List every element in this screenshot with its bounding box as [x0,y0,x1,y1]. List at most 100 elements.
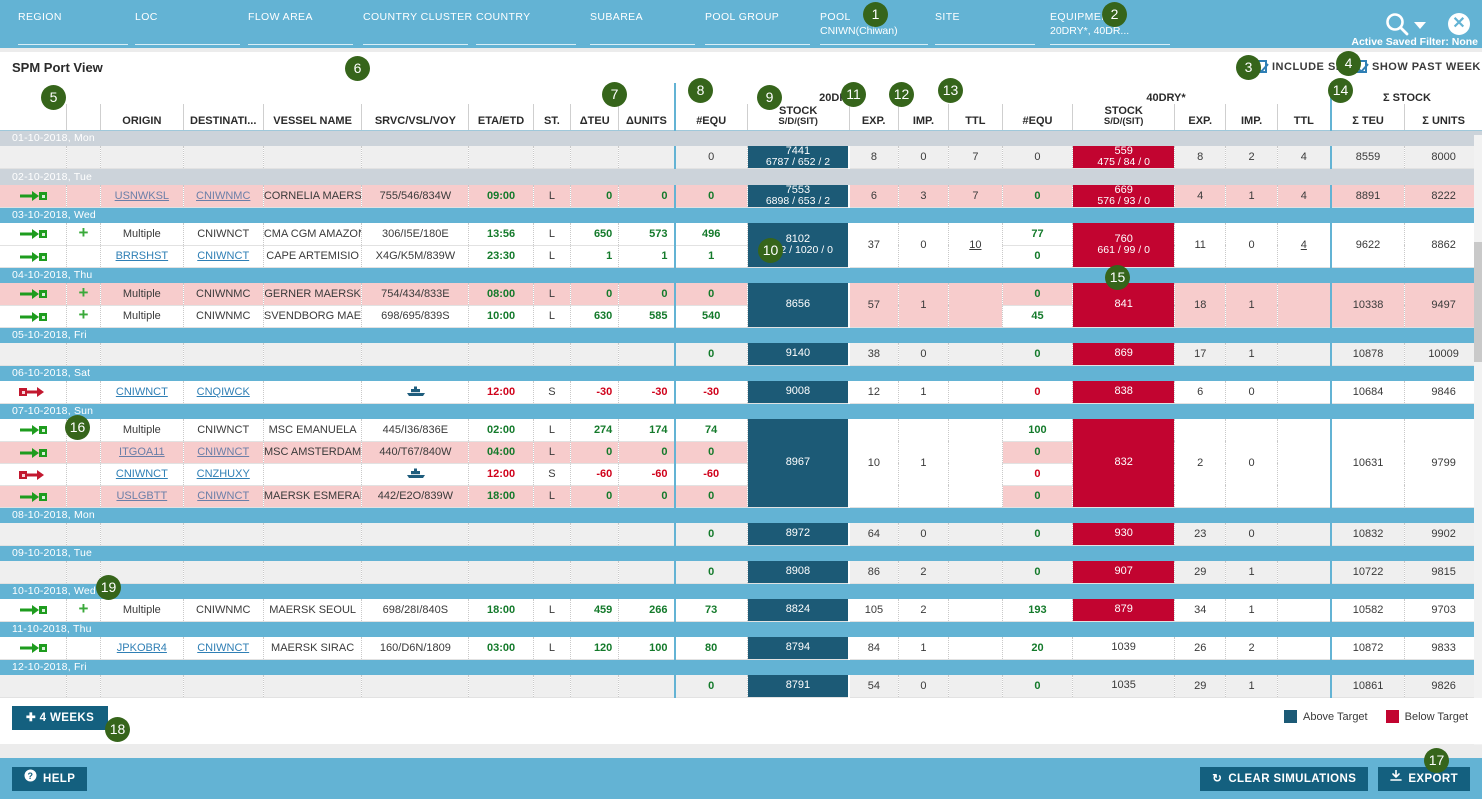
filter-pool-group[interactable]: POOL GROUP [705,11,810,45]
cell-stock-20dry[interactable]: 8972 [746,523,851,546]
cell-stock-20dry[interactable]: 7553 6898 / 653 / 2 [746,184,851,208]
cell-destination[interactable]: CNIWNCT [182,441,264,464]
destination-link[interactable]: CNIWNCT [197,490,250,502]
cell-origin[interactable]: CNIWNCT [100,381,184,404]
cell-add-simulation[interactable] [65,675,101,698]
cell-flag[interactable] [0,485,67,508]
origin-link[interactable]: BRRSHST [115,250,169,262]
table-row[interactable]: 0 8791 54 0 0 1035 29 1 10861 9826 [0,675,1482,698]
cell-stock-20dry[interactable]: 7441 6787 / 652 / 2 [746,146,851,169]
cell-stock-40dry[interactable]: 841 [1072,283,1175,328]
help-button[interactable]: ? HELP [12,767,88,791]
col-ttl-40dry[interactable]: TTL [1276,104,1331,131]
cell-add-simulation[interactable] [65,463,101,486]
col-imp-20dry[interactable]: IMP. [897,104,949,131]
filter-equipment[interactable]: EQUIPMENT 20DRY*, 40DR... [1050,11,1170,45]
cell-add-simulation[interactable] [65,146,101,169]
col-eta-etd[interactable]: ETA/ETD [468,104,534,131]
cell-flag[interactable] [0,245,67,268]
cell-destination[interactable]: CNIWNCT [182,637,264,660]
origin-link[interactable]: ITGOA11 [119,446,165,458]
cell-flag[interactable] [0,146,67,169]
table-row[interactable]: 0 8908 86 2 0 907 29 1 10722 9815 [0,561,1482,584]
origin-link[interactable]: USLGBTT [116,490,168,502]
cell-origin[interactable]: BRRSHST [100,245,184,268]
cell-flag[interactable] [0,441,67,464]
include-sit-checkbox[interactable]: INCLUDE SIT [1254,60,1347,73]
cell-flag[interactable] [0,599,67,622]
cell-add-simulation[interactable] [65,381,101,404]
cell-origin[interactable]: CNIWNCT [100,463,184,486]
cell-flag[interactable] [0,463,67,486]
cell-flag[interactable] [0,184,67,208]
table-row[interactable]: + Multiple CNIWNMC GERNER MAERSK 754/434/833… [0,283,1482,328]
table-row[interactable]: 0 8972 64 0 0 930 23 0 10832 9902 [0,523,1482,546]
cell-add-simulation[interactable] [65,561,101,584]
cell-stock-40dry[interactable]: 838 [1072,381,1175,404]
cell-stock-40dry[interactable]: 1035 [1072,675,1175,698]
cell-stock-20dry[interactable]: 8656 [746,283,851,328]
cell-add-simulation[interactable]: + [65,305,101,328]
cell-flag[interactable] [0,637,67,660]
chevron-down-icon[interactable] [1414,22,1426,29]
table-row[interactable]: CNIWNCT CNQIWCK 12:00 S -30 -30 -30 9008 12 1 0 838… [0,381,1482,404]
export-button[interactable]: EXPORT [1378,767,1470,791]
col-destination[interactable]: DESTINATI... [182,104,264,131]
destination-link[interactable]: CNIWNCT [197,446,250,458]
cell-add-simulation[interactable]: + [65,599,101,622]
filter-region[interactable]: REGION [18,11,128,45]
col-sum-teu[interactable]: Σ TEU [1329,104,1405,131]
cell-add-simulation[interactable] [65,637,101,660]
col-origin[interactable]: ORIGIN [100,104,184,131]
filter-country[interactable]: COUNTRY [476,11,576,45]
cell-stock-40dry[interactable]: 669 576 / 93 / 0 [1072,184,1175,208]
ttl-40dry-link[interactable]: 4 [1300,238,1307,251]
col-st[interactable]: ST. [532,104,571,131]
cell-destination[interactable]: CNIWNCT [182,485,264,508]
table-row[interactable]: CNIWNCT CNZHUXY 12:00 S -60 -60 -60 0 [0,463,1482,486]
destination-link[interactable]: CNIWNMC [196,189,251,202]
plus-icon[interactable]: + [78,599,89,618]
cell-flag[interactable] [0,419,67,442]
destination-link[interactable]: CNIWNCT [197,641,250,654]
col-stock-20dry[interactable]: STOCK S/D/(SIT) [746,104,850,131]
origin-link[interactable]: CNIWNCT [115,385,168,398]
cell-stock-40dry[interactable]: 869 [1072,343,1175,366]
cell-origin[interactable]: ITGOA11 [100,441,184,464]
vertical-scrollbar-track[interactable] [1474,135,1482,745]
col-ttl-20dry[interactable]: TTL [948,104,1003,131]
col-exp-20dry[interactable]: EXP. [848,104,899,131]
cell-add-simulation[interactable] [65,343,101,366]
cell-add-simulation[interactable] [65,441,101,464]
search-icon[interactable] [1384,11,1410,37]
filter-loc[interactable]: LOC [135,11,240,45]
col-equ-40dry[interactable]: #EQU [1001,104,1073,131]
ttl-20dry-link[interactable]: 10 [969,238,982,251]
cell-origin[interactable]: USNWKSL [100,184,184,208]
cell-ttl-20dry[interactable]: 10 [948,223,1003,268]
origin-link[interactable]: CNIWNCT [115,468,168,480]
cell-stock-20dry[interactable]: 8908 [746,561,851,584]
table-row[interactable]: JPKOBR4 CNIWNCT MAERSK SIRAC 160/D6N/1809 03… [0,637,1482,660]
origin-link[interactable]: USNWKSL [114,189,170,202]
table-row[interactable]: + Multiple CNIWNMC MAERSK SEOUL 698/28I/840S… [0,599,1482,622]
table-row[interactable]: + Multiple CNIWNCT CMA CGM AMAZON 306/I5E/18… [0,223,1482,268]
cell-stock-40dry[interactable]: 559 475 / 84 / 0 [1072,146,1175,169]
table-row[interactable]: USNWKSL CNIWNMC CORNELIA MAERSK 755/546/834… [0,184,1482,208]
cell-flag[interactable] [0,561,67,584]
cell-stock-20dry[interactable]: 8794 [746,637,851,660]
cell-flag[interactable] [0,223,67,246]
cell-add-simulation[interactable]: + [65,283,101,306]
cell-add-simulation[interactable] [65,485,101,508]
cell-flag[interactable] [0,283,67,306]
cell-destination[interactable]: CNQIWCK [182,381,264,404]
cell-stock-40dry[interactable]: 879 [1072,599,1175,622]
table-row[interactable]: + Multiple CNIWNMC SVENDBORG MAE... 698/695/… [0,305,1482,328]
cell-add-simulation[interactable]: + [65,223,101,246]
col-equ-20dry[interactable]: #EQU [673,104,748,131]
table-row[interactable]: 0 9140 38 0 0 869 17 1 10878 10009 [0,343,1482,366]
clear-simulations-button[interactable]: ↻ CLEAR SIMULATIONS [1200,767,1369,791]
col-vessel-name[interactable]: VESSEL NAME [262,104,362,131]
col-delta-units[interactable]: ΔUNITS [618,104,675,131]
